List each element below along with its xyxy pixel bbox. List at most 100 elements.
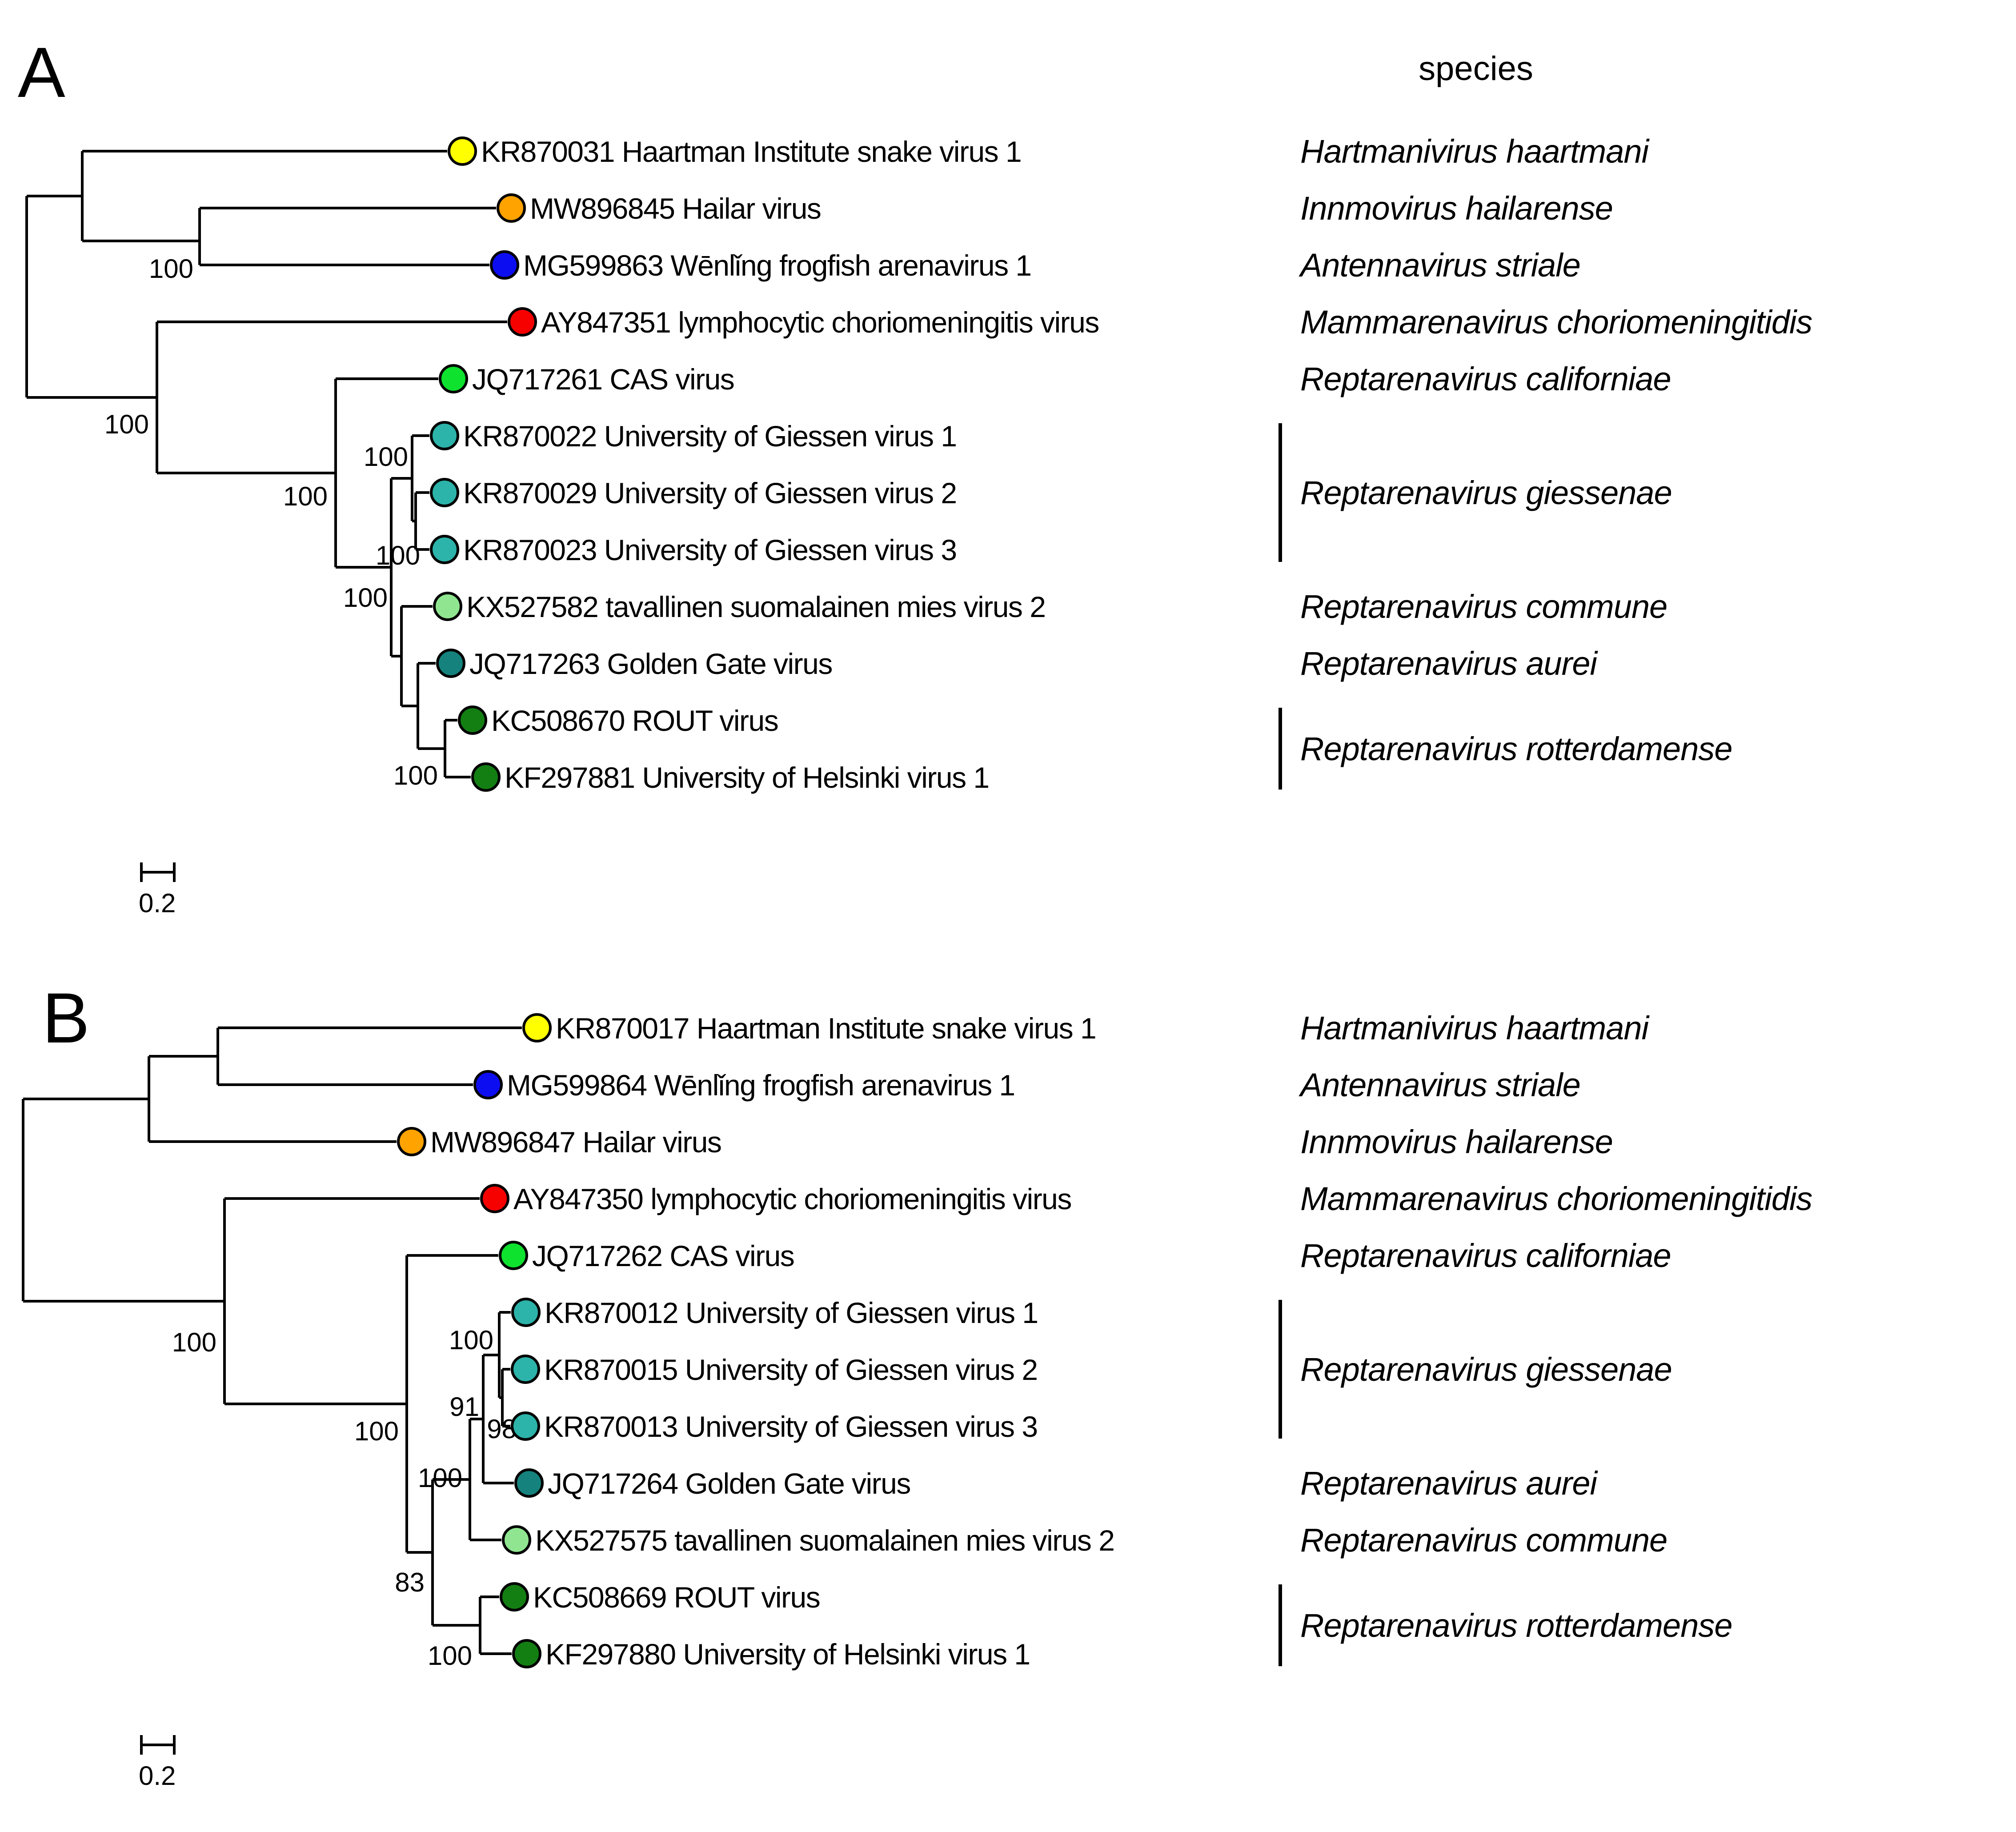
tip-label: JQ717263 Golden Gate virus xyxy=(469,647,832,680)
species-b-aurei: Reptarenavirus aurei xyxy=(1300,1465,1598,1502)
tip-marker xyxy=(511,1411,540,1441)
bootstrap-b-cas-clade: 100 xyxy=(354,1416,399,1446)
tip-b-helsinki: KF297880 University of Helsinki virus 1 xyxy=(512,1638,1030,1671)
bootstrap-a-rout-helsinki: 100 xyxy=(393,761,438,790)
tip-a-giessen2: KR870029 University of Giessen virus 2 xyxy=(430,477,957,509)
tip-label: KR870017 Haartman Institute snake virus … xyxy=(556,1012,1096,1045)
tip-marker xyxy=(480,1184,509,1213)
tree-b-branches xyxy=(22,1026,522,1655)
tip-label: KR870031 Haartman Institute snake virus … xyxy=(481,135,1021,168)
tip-marker xyxy=(508,307,537,337)
scale-bar-b xyxy=(140,1735,176,1755)
tip-label: MG599864 Wēnlǐng frogfish arenavirus 1 xyxy=(507,1069,1015,1102)
tip-b-giessen1: KR870012 University of Giessen virus 1 xyxy=(511,1296,1038,1329)
tip-a-lcmv: AY847351 lymphocytic choriomeningitis vi… xyxy=(508,306,1099,339)
tip-label: KR870023 University of Giessen virus 3 xyxy=(463,533,957,566)
tree-a-branches xyxy=(25,150,507,778)
tip-label: JQ717261 CAS virus xyxy=(472,363,734,396)
tip-label: KR870022 University of Giessen virus 1 xyxy=(463,420,957,453)
species-b-striale: Antennavirus striale xyxy=(1299,1066,1580,1103)
species-a-rotterdamense: Reptarenavirus rotterdamense xyxy=(1300,730,1732,767)
tip-b-giessen2: KR870015 University of Giessen virus 2 xyxy=(511,1353,1038,1386)
species-b-haartmani: Hartmanivirus haartmani xyxy=(1300,1010,1650,1046)
tip-label: KF297880 University of Helsinki virus 1 xyxy=(545,1638,1030,1671)
tip-marker xyxy=(502,1525,531,1555)
tip-b-rout: KC508669 ROUT virus xyxy=(500,1581,821,1614)
tip-label: JQ717262 CAS virus xyxy=(532,1239,794,1272)
bootstrap-a-giessen-node: 100 xyxy=(364,442,408,472)
tip-label: AY847351 lymphocytic choriomeningitis vi… xyxy=(541,306,1099,339)
species-b-californiae: Reptarenavirus californiae xyxy=(1300,1237,1671,1274)
tip-a-helsinki: KF297881 University of Helsinki virus 1 xyxy=(471,761,990,794)
tip-label: KC508669 ROUT virus xyxy=(533,1581,820,1614)
tip-label: KR870012 University of Giessen virus 1 xyxy=(545,1296,1038,1329)
species-a-commune: Reptarenavirus commune xyxy=(1300,588,1667,625)
bootstrap-a-hailar-frogfish: 100 xyxy=(149,254,193,284)
tip-a-cas: JQ717261 CAS virus xyxy=(439,363,735,396)
tip-label: KX527575 tavallinen suomalainen mies vir… xyxy=(535,1524,1114,1557)
bootstrap-b-giessen-node: 100 xyxy=(449,1325,493,1355)
tip-label: KC508670 ROUT virus xyxy=(491,704,778,737)
tip-label: KR870013 University of Giessen virus 3 xyxy=(544,1410,1038,1443)
species-b-rotterdamense: Reptarenavirus rotterdamense xyxy=(1300,1607,1732,1644)
tip-marker xyxy=(430,421,459,450)
species-a-hailarense: Innmovirus hailarense xyxy=(1300,190,1613,227)
bootstrap-a-giessen23-node: 100 xyxy=(376,541,420,570)
tip-marker xyxy=(471,762,501,792)
bootstrap-a-crown-node: 100 xyxy=(343,583,388,613)
tip-a-giessen3: KR870023 University of Giessen virus 3 xyxy=(430,533,957,566)
species-b-commune: Reptarenavirus commune xyxy=(1300,1522,1667,1559)
tip-b-hailar: MW896847 Hailar virus xyxy=(397,1126,722,1159)
species-b-hailarense: Innmovirus hailarense xyxy=(1300,1123,1613,1160)
tip-marker xyxy=(436,649,465,678)
species-a-striale: Antennavirus striale xyxy=(1299,247,1580,284)
tip-b-goldengate: JQ717264 Golden Gate virus xyxy=(514,1467,911,1500)
tip-label: MW896845 Hailar virus xyxy=(530,192,821,225)
tip-b-giessen3: KR870013 University of Giessen virus 3 xyxy=(511,1410,1038,1443)
panel-a-letter: A xyxy=(18,32,65,112)
bootstrap-b-mamm-repta: 100 xyxy=(172,1327,216,1357)
tip-marker xyxy=(433,592,462,621)
tip-marker xyxy=(514,1468,544,1498)
tip-marker xyxy=(458,706,487,735)
scale-bar-b-label: 0.2 xyxy=(139,1761,176,1791)
species-a-giessenae: Reptarenavirus giessenae xyxy=(1300,474,1672,511)
panel-b-letter: B xyxy=(42,978,90,1058)
tip-label: KR870015 University of Giessen virus 2 xyxy=(544,1353,1038,1386)
tip-label: KR870029 University of Giessen virus 2 xyxy=(463,477,957,509)
tip-marker xyxy=(511,1355,540,1384)
tip-b-tavallinen: KX527575 tavallinen suomalainen mies vir… xyxy=(502,1524,1115,1557)
scale-bar-a-label: 0.2 xyxy=(139,888,176,918)
tip-marker xyxy=(397,1127,426,1156)
tip-a-frogfish: MG599863 Wēnlǐng frogfish arenavirus 1 xyxy=(490,249,1032,282)
tip-label: AY847350 lymphocytic choriomeningitis vi… xyxy=(513,1183,1071,1215)
tip-a-giessen1: KR870022 University of Giessen virus 1 xyxy=(430,420,957,453)
tip-marker xyxy=(500,1582,529,1612)
tip-marker xyxy=(430,478,459,507)
species-b-choriomeningitidis: Mammarenavirus choriomeningitidis xyxy=(1300,1180,1812,1217)
tip-marker xyxy=(497,193,526,223)
species-a-haartmani: Hartmanivirus haartmani xyxy=(1300,133,1650,170)
tip-marker xyxy=(490,250,519,280)
tip-b-lcmv: AY847350 lymphocytic choriomeningitis vi… xyxy=(480,1183,1072,1215)
tip-label: KX527582 tavallinen suomalainen mies vir… xyxy=(466,590,1045,623)
bootstrap-a-mamm-repta: 100 xyxy=(104,409,149,439)
tip-a-rout: KC508670 ROUT virus xyxy=(458,704,779,737)
tree-a: A species 100 100 100 100 100 100 100 KR… xyxy=(18,32,1812,918)
tip-marker xyxy=(439,364,468,393)
tree-b: B 100 100 100 91 98 100 83 100 KR870017 … xyxy=(22,978,1812,1791)
tip-marker xyxy=(448,136,477,166)
tip-label: JQ717264 Golden Gate virus xyxy=(548,1467,910,1500)
species-a-aurei: Reptarenavirus aurei xyxy=(1300,645,1598,682)
species-a-californiae: Reptarenavirus californiae xyxy=(1300,361,1671,397)
tip-b-haartman: KR870017 Haartman Institute snake virus … xyxy=(522,1012,1097,1045)
tip-a-goldengate: JQ717263 Golden Gate virus xyxy=(436,647,833,680)
bootstrap-b-tavallinen-node: 100 xyxy=(418,1463,462,1493)
tip-a-haartman: KR870031 Haartman Institute snake virus … xyxy=(448,135,1022,168)
tip-a-tavallinen: KX527582 tavallinen suomalainen mies vir… xyxy=(433,590,1046,623)
bootstrap-b-giessen-gg-node: 91 xyxy=(449,1392,479,1422)
bootstrap-b-rout-helsinki: 100 xyxy=(428,1641,472,1671)
tip-marker xyxy=(430,535,459,564)
tip-marker xyxy=(511,1298,541,1327)
